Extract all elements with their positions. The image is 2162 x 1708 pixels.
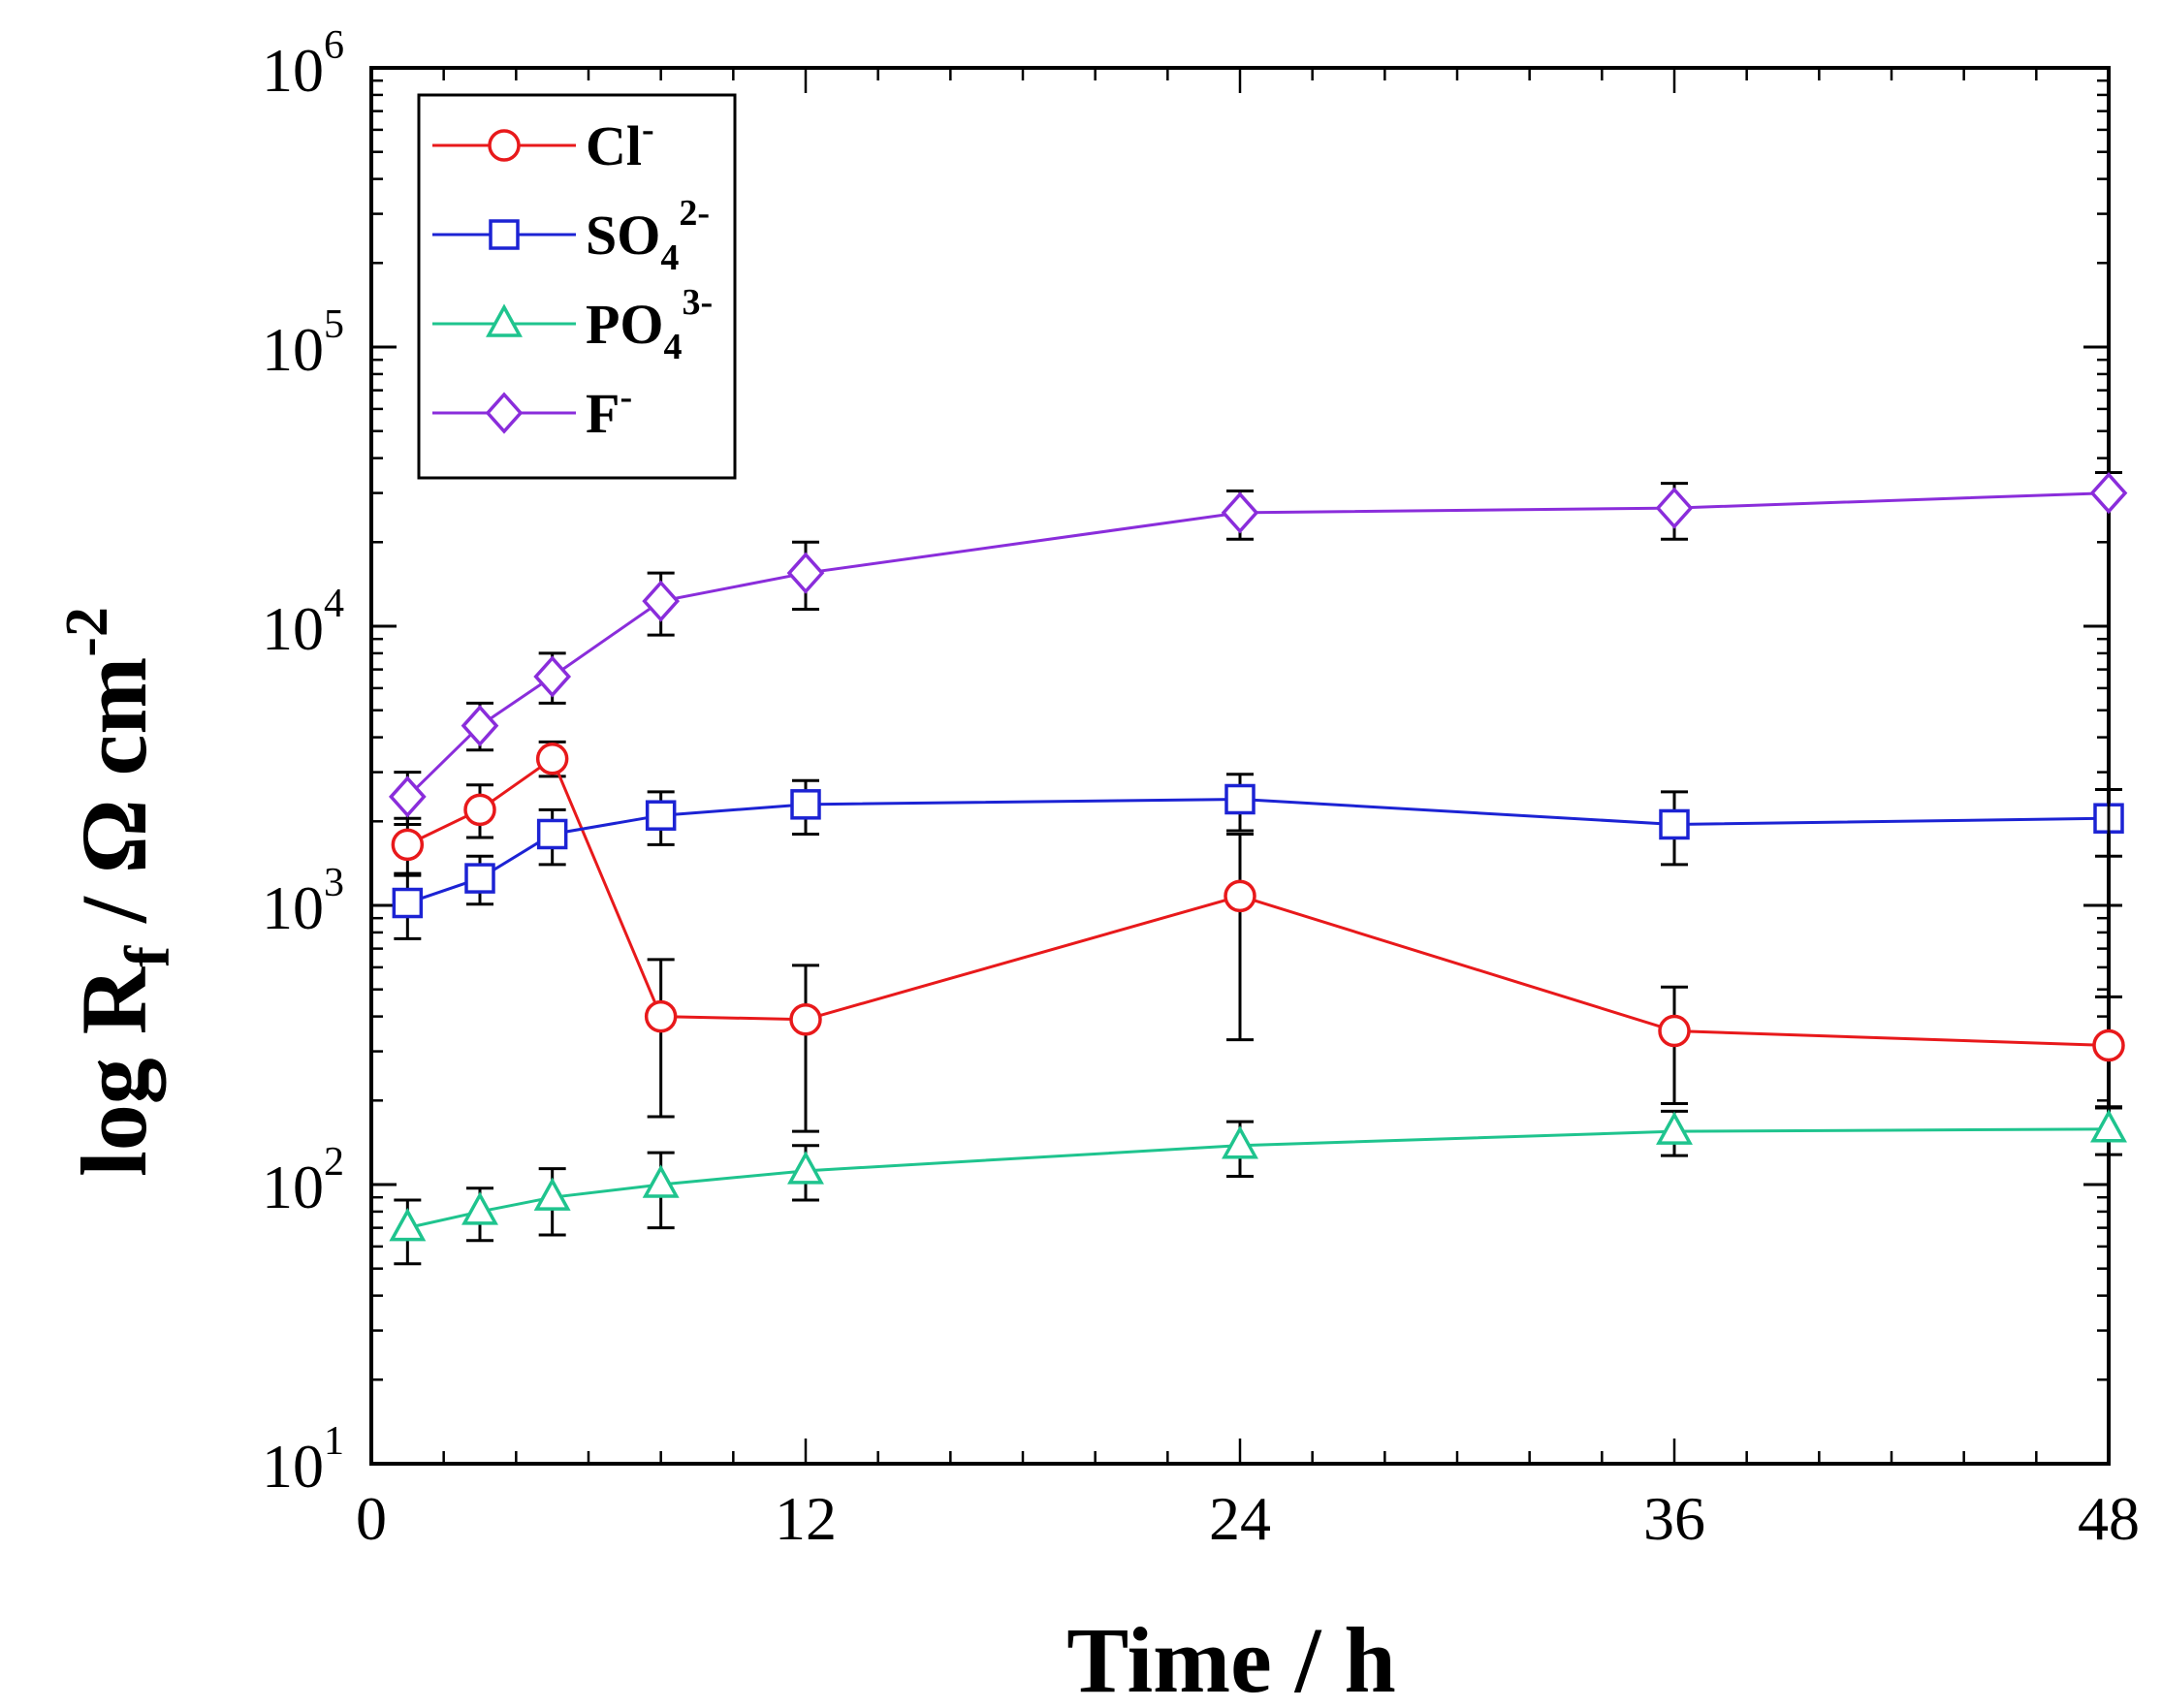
legend-marker — [486, 303, 523, 337]
data-point — [392, 887, 424, 919]
x-axis-title: Time / h — [1066, 1608, 1396, 1708]
legend-marker — [488, 129, 521, 162]
data-point — [461, 1191, 498, 1225]
x-tick-label: 0 — [356, 1484, 387, 1553]
legend-label: F- — [586, 377, 632, 445]
data-point — [533, 655, 572, 698]
legend-item: Cl- — [432, 110, 654, 177]
data-point — [535, 743, 569, 775]
data-point — [642, 1164, 680, 1198]
data-point — [1224, 879, 1256, 913]
series-layer — [388, 471, 2128, 1266]
x-axis: 0 12 24 36 48 — [356, 68, 2140, 1553]
data-point — [391, 828, 425, 862]
series-line — [407, 1127, 2110, 1230]
data-point — [388, 775, 427, 818]
x-tick-label: 12 — [775, 1484, 837, 1553]
data-point — [1224, 783, 1256, 815]
legend-marker — [485, 392, 524, 434]
y-tick-label: 104 — [262, 582, 344, 663]
data-point — [536, 818, 568, 850]
data-point — [644, 999, 678, 1033]
data-point — [389, 1207, 427, 1242]
data-point — [533, 1177, 571, 1211]
data-point — [2092, 1028, 2125, 1062]
y-tick-label: 102 — [262, 1140, 344, 1221]
data-point — [642, 580, 681, 622]
data-point — [2089, 471, 2128, 515]
y-tick-label: 105 — [262, 302, 344, 384]
y-axis-title: log Rf / Ω cm-2 — [54, 607, 183, 1177]
series-1 — [391, 740, 2125, 1133]
legend-label: SO42- — [586, 193, 710, 278]
data-point — [786, 552, 825, 594]
data-point — [463, 793, 496, 827]
legend-marker — [489, 219, 520, 250]
data-point — [790, 789, 821, 820]
legend-item: F- — [432, 377, 632, 445]
y-tick-label: 106 — [262, 23, 344, 105]
data-point — [645, 800, 677, 831]
legend: Cl- SO42-PO43- F- — [417, 93, 737, 480]
data-point — [1656, 1111, 1693, 1145]
data-point — [461, 705, 499, 747]
data-point — [1658, 1014, 1691, 1048]
data-point — [1655, 487, 1694, 529]
y-axis: 101 102 103 104 105 106 — [262, 23, 2109, 1501]
series-2 — [392, 773, 2124, 940]
data-point — [2090, 1109, 2127, 1143]
series-3 — [389, 1106, 2127, 1266]
legend-label: PO43- — [586, 282, 713, 367]
x-tick-label: 36 — [1643, 1484, 1705, 1553]
data-point — [1222, 1125, 1258, 1159]
x-tick-label: 48 — [2078, 1484, 2140, 1553]
x-tick-label: 24 — [1209, 1484, 1271, 1553]
data-point — [464, 863, 495, 894]
data-point — [789, 1003, 822, 1036]
legend-item: SO42- — [432, 193, 710, 278]
legend-label: Cl- — [586, 110, 654, 177]
y-tick-label: 101 — [262, 1419, 344, 1501]
series-line — [406, 491, 2110, 798]
legend-item: PO43- — [432, 282, 713, 367]
series-4 — [388, 471, 2128, 907]
y-tick-label: 103 — [262, 861, 344, 942]
data-point — [787, 1151, 824, 1185]
data-point — [1221, 491, 1259, 534]
data-point — [1659, 808, 1690, 840]
